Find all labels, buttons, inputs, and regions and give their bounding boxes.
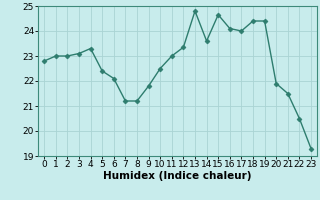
X-axis label: Humidex (Indice chaleur): Humidex (Indice chaleur) [103, 171, 252, 181]
